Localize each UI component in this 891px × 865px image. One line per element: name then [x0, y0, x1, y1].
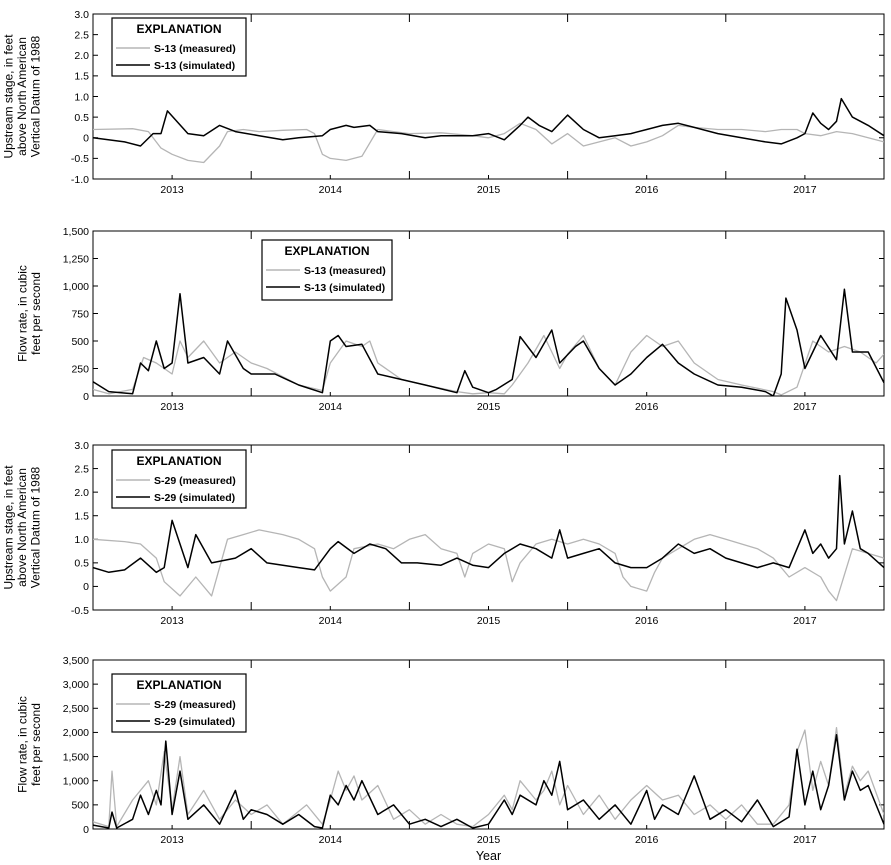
x-tick-label: 2014 [319, 834, 343, 846]
y-tick-label: 1,500 [63, 751, 89, 763]
legend-box [111, 17, 247, 77]
y-tick-label: 1.0 [74, 534, 89, 546]
x-tick-label: 2016 [635, 834, 659, 846]
x-tick-label: 2017 [793, 184, 817, 196]
y-tick-label: 0 [83, 133, 89, 145]
y-tick-label: 1.5 [74, 71, 89, 83]
y-tick-label: 3.0 [74, 440, 89, 452]
x-tick-label: 2017 [793, 615, 817, 627]
y-axis-label: feet per second [29, 272, 43, 355]
y-tick-label: 2.0 [74, 487, 89, 499]
y-tick-label: 1.0 [74, 91, 89, 103]
legend-entry-label: S-13 (measured) [304, 265, 386, 277]
y-tick-label: 500 [71, 336, 89, 348]
y-tick-label: 2.0 [74, 50, 89, 62]
x-tick-label: 2016 [635, 401, 659, 413]
y-axis-label: Vertical Datum of 1988 [29, 466, 43, 588]
series-measured-line [93, 122, 884, 164]
legend-box [111, 449, 247, 509]
y-tick-label: -0.5 [71, 153, 89, 165]
x-tick-label: 2015 [477, 834, 501, 846]
legend-entry-label: S-13 (simulated) [154, 60, 235, 72]
x-tick-label: 2017 [793, 401, 817, 413]
legend: EXPLANATION S-13 (measured) S-13 (simulate… [111, 17, 247, 77]
legend-box [111, 673, 247, 733]
legend-entry-label: S-29 (simulated) [154, 716, 235, 728]
series-simulated-line [93, 97, 884, 147]
x-tick-label: 2013 [160, 834, 184, 846]
legend-entry-label: S-29 (measured) [154, 699, 236, 711]
x-tick-label: 2015 [477, 184, 501, 196]
chart-panel-4: 3,500 3,000 2,500 2,000 1,500 1,000 500 0 2013 20… [15, 655, 885, 846]
y-tick-label: 2,500 [63, 703, 89, 715]
y-axis-label: above North American [15, 468, 29, 587]
x-tick-label: 2015 [477, 615, 501, 627]
chart-panel-3: 3.0 2.5 2.0 1.5 1.0 0.5 0 -0.5 2013 2014 2015 2016 2… [2, 440, 885, 627]
y-tick-label: 750 [71, 308, 89, 320]
legend-title: EXPLANATION [136, 678, 221, 692]
y-tick-label: -0.5 [71, 605, 89, 617]
legend-entry-label: S-13 (measured) [154, 43, 236, 55]
y-tick-label: 3.0 [74, 9, 89, 21]
y-axis-label: Vertical Datum of 1988 [29, 35, 43, 157]
x-tick-label: 2013 [160, 184, 184, 196]
x-axis-label: Year [476, 849, 501, 863]
y-tick-label: 1.5 [74, 511, 89, 523]
y-axis-label: Flow rate, in cubic [15, 265, 29, 362]
legend-title: EXPLANATION [136, 22, 221, 36]
y-tick-label: 0.5 [74, 112, 89, 124]
y-tick-label: 0 [83, 391, 89, 403]
y-tick-label: 1,250 [63, 253, 89, 265]
y-tick-label: 1,000 [63, 281, 89, 293]
x-tick-label: 2016 [635, 615, 659, 627]
y-tick-label: 2.5 [74, 29, 89, 41]
x-tick-label: 2013 [160, 615, 184, 627]
legend-entry-label: S-13 (simulated) [304, 282, 385, 294]
series-measured-line [93, 334, 884, 396]
legend-entry-label: S-29 (simulated) [154, 492, 235, 504]
y-axis-label: Flow rate, in cubic [15, 696, 29, 793]
y-tick-label: 1,000 [63, 776, 89, 788]
y-tick-label: 0 [83, 824, 89, 836]
y-tick-label: 0.5 [74, 558, 89, 570]
legend: EXPLANATION S-29 (measured) S-29 (simulate… [111, 673, 247, 733]
legend: EXPLANATION S-13 (measured) S-13 (simulate… [261, 239, 393, 301]
y-tick-label: 500 [71, 800, 89, 812]
y-axis-label: feet per second [29, 703, 43, 786]
x-tick-label: 2014 [319, 184, 343, 196]
series-simulated-line [93, 474, 884, 574]
x-tick-label: 2014 [319, 615, 343, 627]
legend-title: EXPLANATION [136, 454, 221, 468]
y-axis-label: Upstream stage, in feet [2, 465, 16, 590]
series-simulated-line [93, 288, 884, 396]
series-measured-line [93, 529, 884, 602]
x-tick-label: 2016 [635, 184, 659, 196]
series-simulated-line [93, 734, 884, 829]
series-measured-line [93, 726, 884, 828]
x-tick-label: 2014 [319, 401, 343, 413]
chart-panel-2: 1,500 1,250 1,000 750 500 250 0 2013 2014 2015 201… [15, 226, 885, 413]
y-tick-label: 2,000 [63, 727, 89, 739]
y-tick-label: 3,500 [63, 655, 89, 667]
legend-entry-label: S-29 (measured) [154, 475, 236, 487]
y-axis-label: Upstream stage, in feet [2, 34, 16, 159]
x-tick-label: 2013 [160, 401, 184, 413]
y-tick-label: 0 [83, 581, 89, 593]
plot-frame [92, 230, 885, 397]
chart-panel-1: 3.0 2.5 2.0 1.5 1.0 0.5 0 -0.5 -1.0 2013 2014 2015 2… [2, 9, 885, 196]
y-tick-label: 3,000 [63, 679, 89, 691]
y-tick-label: 2.5 [74, 463, 89, 475]
legend: EXPLANATION S-29 (measured) S-29 (simulate… [111, 449, 247, 509]
y-axis-label: above North American [15, 37, 29, 156]
y-tick-label: 1,500 [63, 226, 89, 238]
y-tick-label: 250 [71, 363, 89, 375]
x-tick-label: 2017 [793, 834, 817, 846]
legend-title: EXPLANATION [284, 244, 369, 258]
y-tick-label: -1.0 [71, 174, 89, 186]
x-tick-label: 2015 [477, 401, 501, 413]
